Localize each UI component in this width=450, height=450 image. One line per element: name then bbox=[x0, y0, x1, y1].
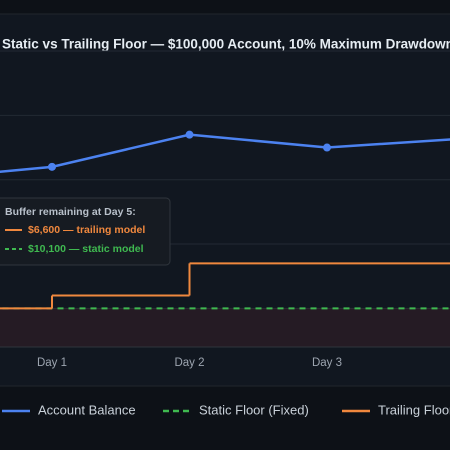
balance-marker bbox=[185, 130, 194, 139]
x-tick-label: Day 1 bbox=[37, 357, 67, 369]
annotation-text: $6,600 — trailing model bbox=[28, 224, 145, 236]
annotation-title: Buffer remaining at Day 5: bbox=[5, 206, 136, 218]
legend-label: Account Balance bbox=[38, 402, 136, 417]
balance-marker bbox=[48, 162, 56, 171]
balance-marker bbox=[323, 143, 331, 152]
breach-zone bbox=[0, 308, 450, 347]
annotation-text: $10,100 — static model bbox=[28, 243, 144, 255]
x-tick-label: Day 2 bbox=[174, 357, 204, 369]
legend-label: Trailing Floor bbox=[378, 402, 450, 417]
chart-panel bbox=[0, 13, 450, 387]
chart-title: Static vs Trailing Floor — $100,000 Acco… bbox=[2, 37, 450, 52]
balance-line bbox=[0, 133, 450, 173]
annotation-box bbox=[0, 197, 171, 266]
x-tick-label: Day 3 bbox=[312, 357, 342, 369]
legend-label: Static Floor (Fixed) bbox=[199, 402, 309, 417]
